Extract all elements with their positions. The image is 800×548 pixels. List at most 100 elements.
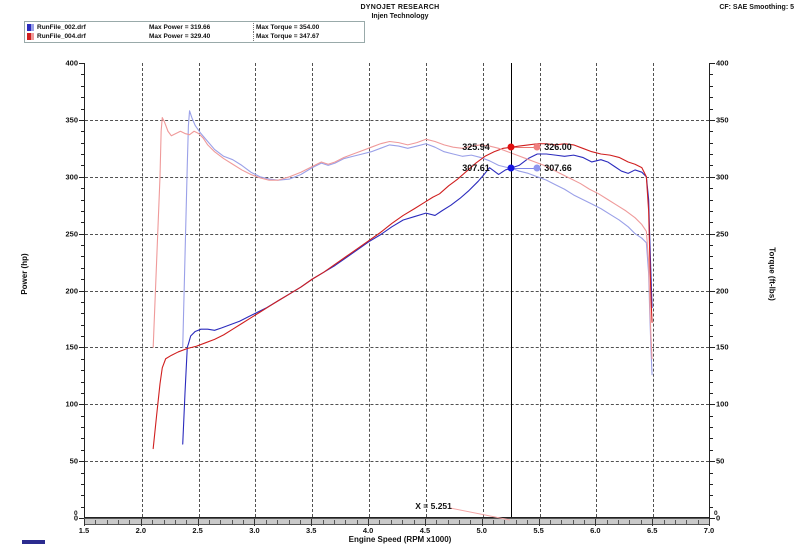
y-axis-minor-tick [81,108,85,110]
x-axis-minor-tick [356,520,358,524]
x-axis-minor-tick [436,520,438,524]
y-axis-minor-tick [81,142,85,144]
y-axis-minor-tick [709,131,713,133]
legend-maxtorque-run004: Max Torque = 347.67 [253,32,362,41]
x-axis-minor-tick [345,520,347,524]
y-axis-tick-label: 350 [716,115,729,125]
legend-row[interactable]: RunFile_002.drf Max Power = 319.66 Max T… [27,23,362,32]
x-axis-title: Engine Speed (RPM x1000) [348,535,452,544]
y-axis-minor-tick [81,256,85,258]
x-axis-tick [368,519,370,526]
y-axis-minor-tick [709,74,713,76]
x-axis-minor-tick [413,520,415,524]
x-axis-minor-tick [174,520,176,524]
x-axis-minor-tick [299,520,301,524]
x-axis-minor-tick [209,520,210,524]
y-axis-minor-tick [709,267,713,269]
torque-002-value-dot[interactable] [533,164,541,172]
y-axis-minor-tick [81,427,85,428]
y-axis-minor-tick [709,358,713,360]
x-axis-minor-tick [243,520,245,524]
x-axis-minor-tick [231,520,233,524]
y-axis-minor-tick [709,108,713,110]
x-axis-minor-tick [379,520,381,524]
gridline-vertical [141,63,143,517]
y-axis-minor-tick [81,279,85,281]
x-axis-tick [595,519,597,526]
torque-004-value-dot[interactable] [533,143,541,151]
series-curve [152,143,653,450]
gridline-horizontal [85,347,709,349]
legend-row[interactable]: RunFile_004.drf Max Power = 329.40 Max T… [27,32,362,41]
y-axis-tick [709,404,715,406]
y-axis-minor-tick [81,438,85,440]
gridline-horizontal [85,119,709,121]
y-axis-tick-label: 150 [716,342,729,352]
x-axis-tick-label: 2.0 [135,526,147,535]
y-axis-minor-tick [81,370,85,372]
y-axis-minor-tick [81,381,85,383]
y-axis-minor-tick [81,449,85,451]
gridline-vertical [198,63,200,517]
y-axis-tick-label: 50 [716,456,725,466]
x-axis-band[interactable] [84,518,710,526]
x-axis-tick [424,519,426,526]
x-axis-tick-label: 5.5 [533,526,544,535]
y-axis-minor-tick [81,301,85,303]
x-axis-tick [538,519,540,526]
y-axis-tick [79,518,85,519]
x-axis-minor-tick [163,520,165,524]
x-axis-tick [311,519,313,526]
x-axis-minor-tick [618,520,620,524]
y-axis-tick [709,461,715,463]
power-002-value-label: 307.61 [462,163,490,174]
y-axis-minor-tick [709,472,713,474]
x-axis-tick [140,519,142,526]
x-axis-minor-tick [606,520,608,524]
legend-file-run002: RunFile_002.drf [37,24,86,31]
x-axis-minor-tick [106,520,108,524]
plot-area[interactable] [84,63,709,518]
y-axis-minor-tick [709,336,713,337]
power-002-value-dot[interactable] [507,164,515,172]
legend[interactable]: RunFile_002.drf Max Power = 319.66 Max T… [24,21,365,43]
x-axis-minor-tick [402,520,404,524]
y-axis-minor-tick [709,188,713,190]
x-axis-minor-tick [549,520,551,524]
cursor-x-value-label: X = 5.251 [415,501,452,511]
y-axis-tick [709,518,715,519]
cursor-line[interactable] [511,63,513,517]
y-axis-minor-tick [709,142,713,144]
y-axis-tick-label: 250 [65,229,78,239]
y-axis-tick-label: 400 [716,58,729,68]
gridline-horizontal [85,176,709,178]
x-axis-minor-tick [584,520,585,524]
y-axis-tick [79,461,85,463]
y-axis-minor-tick [709,324,713,326]
x-axis-tick-label: 3.0 [249,526,260,535]
legend-maxtorque-run002: Max Torque = 354.00 [253,23,362,32]
y-axis-right: 0 50 100 150 200 250 300 350 400 [709,59,729,523]
y-axis-minor-tick [709,427,713,428]
y-axis-minor-tick [81,392,85,394]
x-axis-tick-label: 6.0 [590,526,601,535]
x-axis-tick [481,519,483,526]
y-axis-minor-tick [81,131,85,133]
y-axis-minor-tick [709,279,713,281]
series-curve [152,117,653,360]
y-axis-minor-tick [81,210,85,212]
x-axis-minor-tick [561,520,563,524]
y-axis-minor-tick [709,301,713,303]
y-axis-tick [709,347,715,349]
torque-002-value-label: 307.66 [544,163,572,174]
torque-004-value-label: 326.00 [544,142,572,153]
axis-origin-zero: 0 [714,510,718,517]
y-axis-minor-tick [81,188,85,190]
y-axis-minor-tick [81,97,85,99]
y-axis-minor-tick [81,313,85,315]
gridline-vertical [539,63,541,517]
x-axis-minor-tick [265,520,267,524]
y-axis-minor-tick [81,74,85,76]
power-004-value-dot[interactable] [507,143,515,151]
x-axis-minor-tick [277,520,279,524]
